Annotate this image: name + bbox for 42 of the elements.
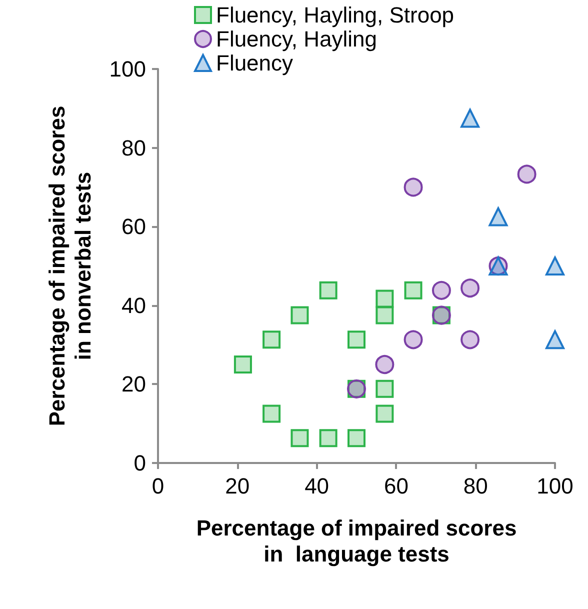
- point: [488, 207, 508, 226]
- point: [404, 330, 423, 350]
- point: [517, 164, 536, 184]
- y-tick-label: 0: [134, 450, 146, 476]
- point: [319, 429, 338, 448]
- point: [376, 380, 394, 398]
- point: [404, 281, 422, 300]
- point: [290, 429, 309, 448]
- x-axis-title: Percentage of impaired scores in language tests: [196, 516, 517, 566]
- point: [432, 280, 451, 300]
- x-tick-label: 20: [225, 474, 250, 498]
- point: [376, 306, 394, 324]
- point: [546, 256, 564, 276]
- legend-label: Fluency: [216, 50, 294, 76]
- point: [376, 404, 394, 423]
- point: [348, 429, 366, 448]
- point: [234, 356, 252, 374]
- legend-label: Fluency, Hayling: [216, 26, 377, 52]
- point: [348, 330, 366, 349]
- point: [460, 108, 480, 128]
- point: [290, 306, 309, 324]
- x-tick-label: 100: [536, 474, 574, 498]
- y-tick-label: 60: [122, 214, 146, 240]
- point: [262, 404, 281, 423]
- point: [375, 355, 394, 374]
- x-tick-label: 80: [463, 474, 488, 498]
- y-axis-title: Percentage of impaired scores in nonverbal tests: [44, 106, 96, 426]
- point: [319, 281, 338, 300]
- y-tick-label: 20: [122, 372, 146, 397]
- legend-label: Fluency, Hayling, Stroop: [216, 2, 454, 28]
- y-tick-label: 80: [122, 135, 146, 160]
- point: [546, 330, 564, 350]
- point: [460, 278, 480, 298]
- x-tick-label: 0: [152, 474, 164, 498]
- point: [460, 330, 480, 350]
- point: [376, 290, 394, 308]
- point: [262, 330, 281, 349]
- y-tick-label: 40: [122, 292, 146, 318]
- x-tick-label: 40: [304, 474, 330, 498]
- point: [404, 178, 423, 197]
- y-tick-label: 100: [109, 56, 146, 82]
- x-tick-label: 60: [384, 474, 408, 498]
